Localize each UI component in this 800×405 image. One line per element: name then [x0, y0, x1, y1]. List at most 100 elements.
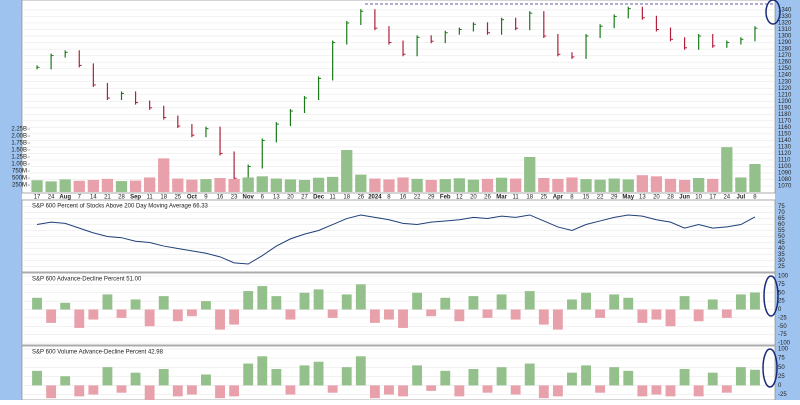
- volume-bar: [721, 147, 733, 192]
- indicator-bar: [88, 309, 99, 320]
- indicator-bar: [355, 284, 366, 310]
- volume-bar: [580, 179, 592, 192]
- indicator-bar: [341, 367, 352, 386]
- indicator-bar: [567, 372, 577, 386]
- volume-bar: [129, 180, 142, 192]
- indicator-bar: [144, 309, 155, 327]
- y-tick-label: 1170: [778, 118, 792, 124]
- x-tick-label: Aug: [59, 195, 71, 201]
- x-tick-label: 23: [231, 195, 238, 201]
- volume-bar: [214, 178, 226, 192]
- indicator-bar: [679, 296, 690, 310]
- indicator-bar: [637, 385, 648, 397]
- x-tick-label: 20: [287, 195, 294, 201]
- y-tick-label: 1130: [778, 145, 792, 151]
- indicator-bar: [158, 369, 169, 386]
- indicator-bar: [341, 294, 352, 310]
- y-tick-label: 1080: [778, 177, 792, 183]
- panel-border: [21, 272, 776, 346]
- panel-border: [21, 199, 776, 273]
- indicator-bar: [693, 385, 704, 397]
- volume-bar: [144, 177, 156, 192]
- x-tick-label: Oct: [187, 195, 197, 201]
- volume-bar: [425, 179, 437, 192]
- indicator-bar: [510, 385, 521, 395]
- volume-bar: [622, 179, 634, 192]
- volume-bar: [664, 178, 677, 192]
- volume-bar: [636, 175, 648, 192]
- indicator-bar: [651, 385, 662, 395]
- indicator-bar: [299, 292, 310, 310]
- y-tick-label: 0: [778, 307, 782, 313]
- volume-bar: [566, 177, 578, 192]
- y-tick-label: 70: [778, 210, 785, 216]
- y-tick-label: 25: [778, 374, 785, 380]
- volume-bar: [397, 177, 409, 192]
- panel-title: S&P 600 Volume Advance-Decline Percent 4…: [32, 350, 164, 356]
- y-tick-label: 100: [778, 274, 789, 280]
- volume-bar: [538, 178, 550, 192]
- volume-bar: [707, 178, 719, 192]
- indicator-bar: [172, 309, 183, 322]
- indicator-line: [36, 214, 756, 265]
- indicator-bar: [215, 385, 225, 399]
- indicator-bar: [271, 369, 282, 386]
- x-tick-label: 7: [78, 195, 82, 201]
- indicator-bar: [538, 385, 549, 399]
- volume-bar: [270, 178, 282, 192]
- marks: 1070108010901100111011201130114011501160…: [11, 6, 792, 400]
- y-tick-label: 1200: [778, 99, 792, 105]
- volume-bar: [73, 180, 85, 192]
- volume-bar: [158, 158, 170, 192]
- y-tick-label: -25: [778, 315, 787, 321]
- x-tick-label: Apr: [553, 195, 564, 201]
- x-tick-label: 10: [695, 195, 702, 201]
- indicator-bar: [468, 369, 479, 386]
- indicator-bar: [623, 370, 634, 386]
- volume-bar: [31, 180, 43, 192]
- indicator-bar: [355, 356, 366, 386]
- x-tick-label: 28: [667, 195, 674, 201]
- x-tick-label: 13: [273, 195, 280, 201]
- x-tick-label: 8: [753, 195, 757, 201]
- y-tick-label: 30: [778, 258, 785, 264]
- indicator-bar: [74, 309, 85, 328]
- x-tick-label: 15: [583, 195, 590, 201]
- indicator-bar: [46, 385, 57, 399]
- x-tick-label: Sep: [130, 195, 141, 201]
- indicator-bar: [215, 309, 225, 330]
- x-tick-label: 22: [597, 195, 604, 201]
- indicator-bar: [186, 309, 197, 317]
- indicator-bar: [60, 302, 71, 310]
- indicator-bar: [735, 294, 746, 310]
- indicator-bar: [412, 365, 423, 386]
- indicator-bar: [186, 385, 197, 395]
- indicator-bar: [510, 309, 521, 320]
- y-tick-label: 1290: [778, 40, 792, 46]
- indicator-bar: [313, 361, 324, 386]
- indicator-bar: [32, 297, 42, 310]
- indicator-bar: [327, 385, 338, 393]
- indicator-bar: [651, 309, 662, 320]
- x-tick-label: 18: [343, 195, 350, 201]
- x-tick-label: 25: [540, 195, 547, 201]
- y-tick-label: 1.25B: [11, 155, 27, 161]
- indicator-bar: [130, 299, 141, 310]
- volume-bar: [45, 181, 57, 192]
- x-tick-label: 11: [330, 195, 337, 201]
- x-tick-label: 22: [414, 195, 421, 201]
- indicator-bar: [201, 301, 211, 310]
- panel-border: [21, 0, 776, 194]
- indicator-bar: [172, 385, 183, 397]
- volume-bar: [369, 178, 381, 192]
- panel-title: S&P 600 Advance-Decline Percent 51.00: [32, 277, 142, 283]
- x-tick-label: 24: [723, 195, 730, 201]
- indicator-bar: [440, 370, 451, 386]
- y-tick-label: 1300: [778, 34, 792, 40]
- y-tick-label: 55: [778, 228, 785, 234]
- y-tick-label: 65: [778, 216, 785, 222]
- volume-bar: [678, 179, 691, 192]
- indicator-bar: [735, 367, 746, 386]
- x-tick-label: 18: [526, 195, 533, 201]
